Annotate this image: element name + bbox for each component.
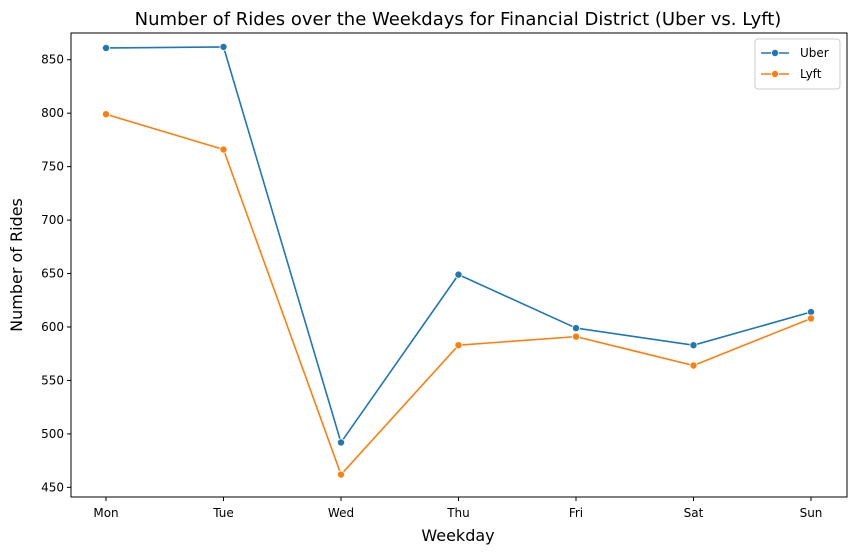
data-point-lyft: [572, 332, 581, 341]
data-point-lyft: [336, 470, 345, 479]
series-line-uber: [105, 46, 812, 444]
data-point-uber: [689, 341, 698, 350]
x-tick-label: Sat: [684, 506, 704, 520]
x-axis: Mon Tue Wed Thu Fri Sat Sun: [93, 497, 822, 520]
y-tick-label: 800: [41, 106, 64, 120]
data-point-uber: [219, 42, 228, 51]
y-tick-label: 500: [41, 427, 64, 441]
x-tick-label: Wed: [328, 506, 354, 520]
y-tick-label: 450: [41, 480, 64, 494]
data-point-lyft: [689, 361, 698, 370]
data-point-lyft: [454, 341, 463, 350]
y-axis-label: Number of Rides: [7, 198, 26, 332]
legend-label-uber: Uber: [800, 46, 829, 60]
data-point-uber: [572, 324, 581, 333]
x-tick-label: Mon: [93, 506, 118, 520]
data-point-lyft: [102, 110, 111, 119]
series-line-lyft: [105, 113, 812, 476]
y-tick-label: 850: [41, 53, 64, 67]
data-point-uber: [336, 438, 345, 447]
plot-area: [70, 32, 848, 498]
data-point-lyft: [807, 314, 816, 323]
chart-title: Number of Rides over the Weekdays for Fi…: [135, 9, 782, 30]
x-axis-label: Weekday: [421, 526, 494, 545]
data-point-lyft: [219, 145, 228, 154]
data-point-uber: [454, 270, 463, 279]
y-tick-label: 750: [41, 160, 64, 174]
data-point-uber: [102, 43, 111, 52]
legend: Uber Lyft: [754, 38, 841, 90]
series-layer: [102, 42, 816, 479]
y-tick-label: 550: [41, 373, 64, 387]
legend-label-lyft: Lyft: [800, 67, 822, 81]
x-tick-label: Thu: [446, 506, 470, 520]
legend-marker-lyft: [771, 70, 780, 79]
x-tick-label: Sun: [800, 506, 823, 520]
y-tick-label: 700: [41, 213, 64, 227]
y-tick-label: 650: [41, 267, 64, 281]
legend-marker-uber: [771, 49, 780, 58]
x-tick-label: Fri: [569, 506, 583, 520]
x-tick-label: Tue: [212, 506, 234, 520]
y-axis: 450 500 550 600 650 700 750 800 850: [41, 53, 71, 494]
y-tick-label: 600: [41, 320, 64, 334]
